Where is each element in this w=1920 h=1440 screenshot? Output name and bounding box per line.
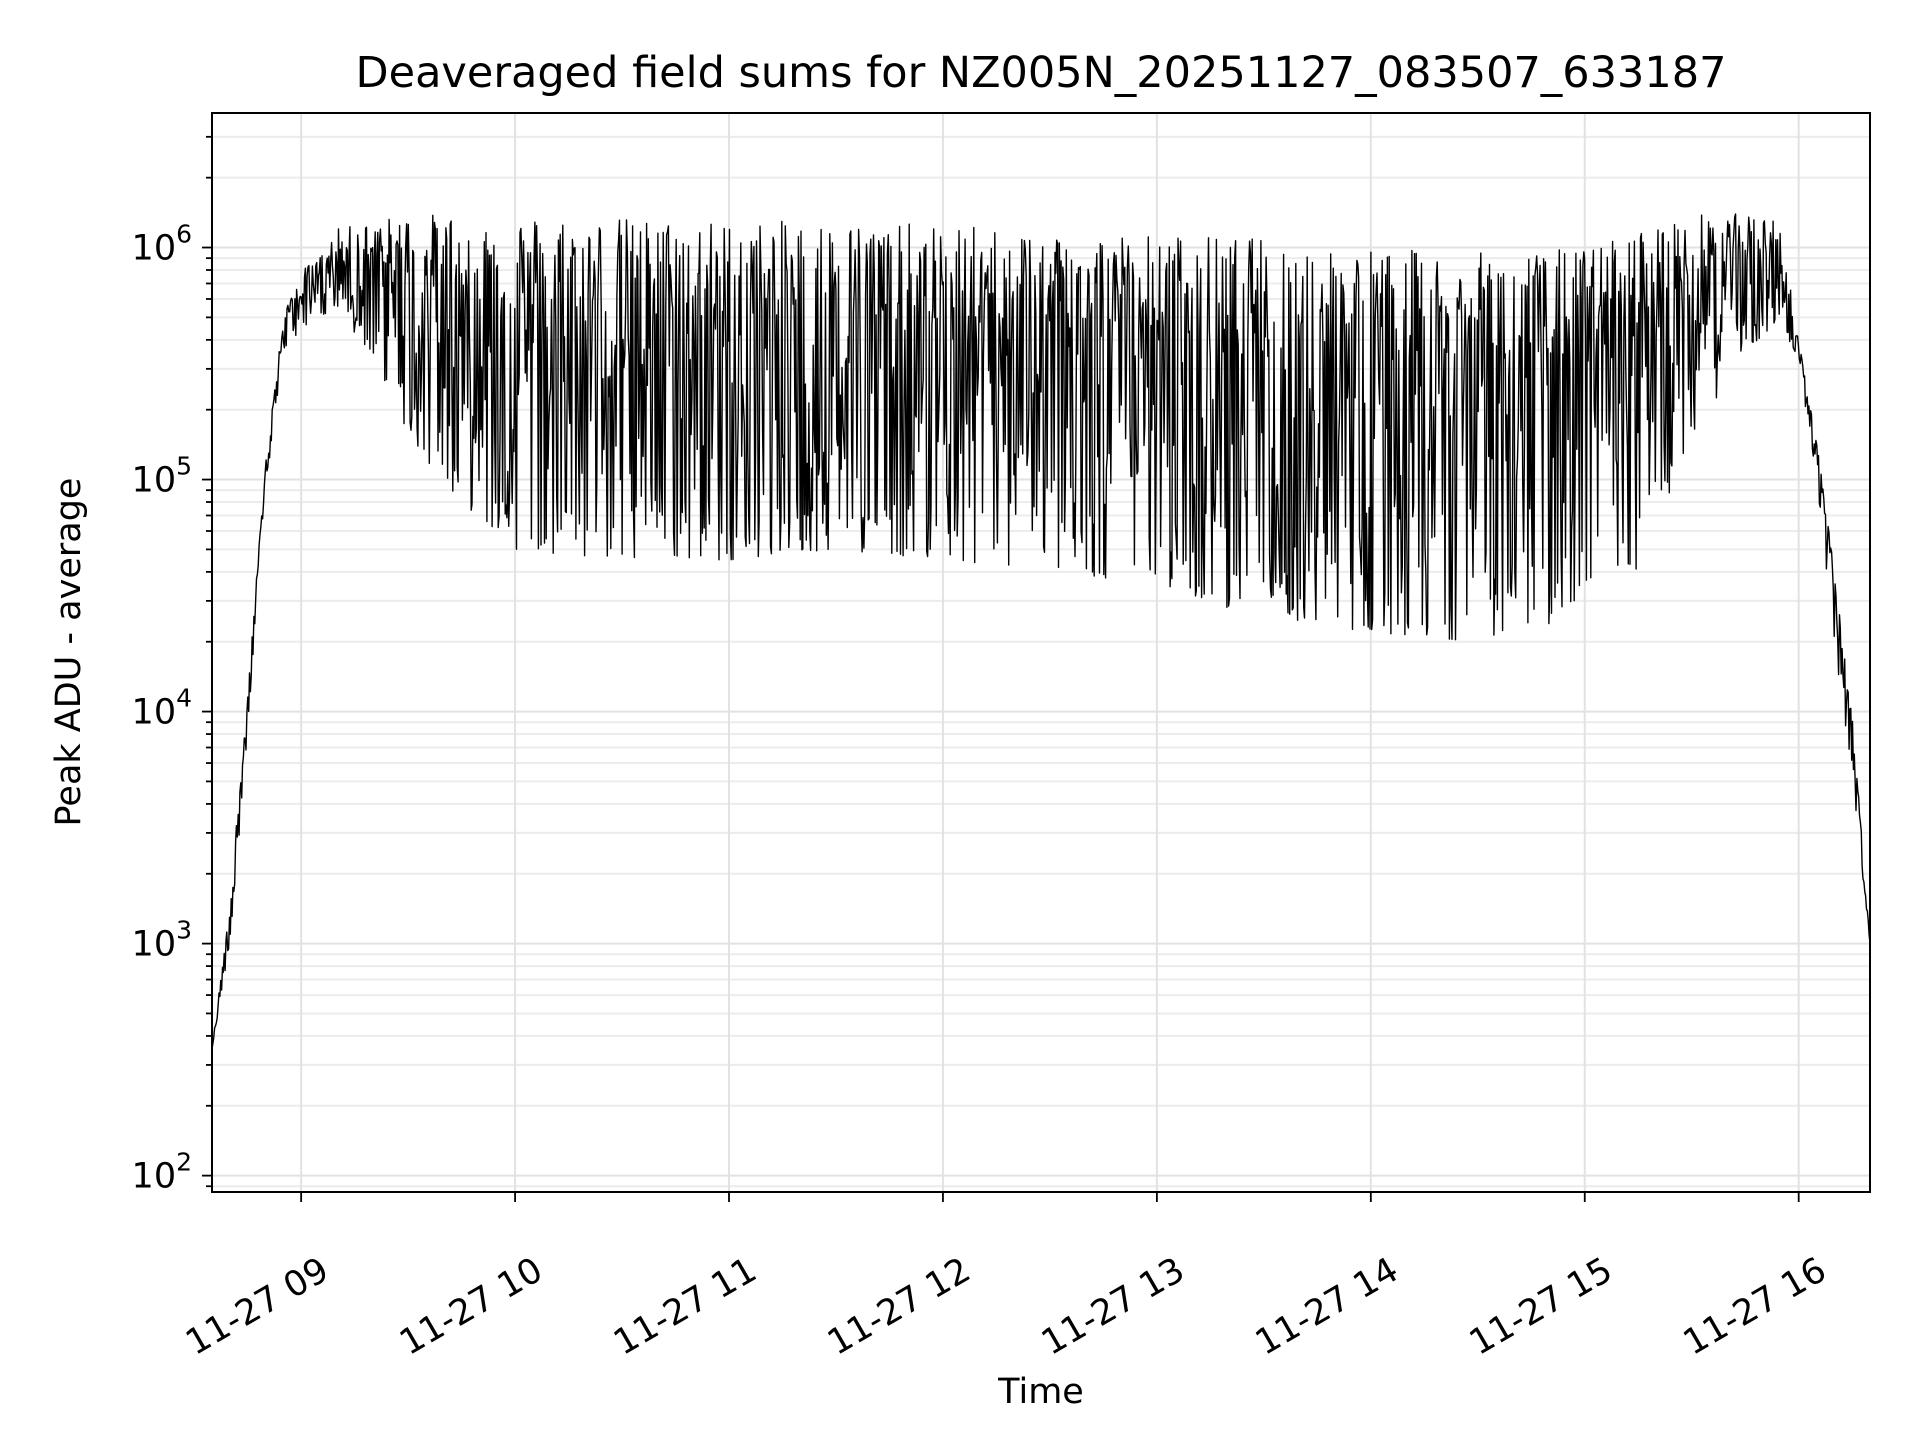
series-group bbox=[211, 213, 1871, 1050]
plot-frame bbox=[211, 112, 1871, 1193]
grid bbox=[212, 113, 1870, 1192]
series-line bbox=[211, 213, 1871, 1050]
x-axis-label: Time bbox=[997, 1372, 1084, 1412]
y-axis: 102 103 104 105 106 bbox=[132, 135, 212, 1197]
y-tick-label: 104 bbox=[132, 684, 192, 733]
y-axis-label: Peak ADU - average bbox=[49, 478, 89, 827]
chart-title: Deaveraged field sums for NZ005N_2025112… bbox=[356, 48, 1727, 98]
y-tick-label: 106 bbox=[132, 220, 192, 269]
y-tick-label: 103 bbox=[132, 916, 192, 965]
y-tick-label: 105 bbox=[132, 452, 192, 501]
y-tick-label: 102 bbox=[132, 1148, 192, 1197]
